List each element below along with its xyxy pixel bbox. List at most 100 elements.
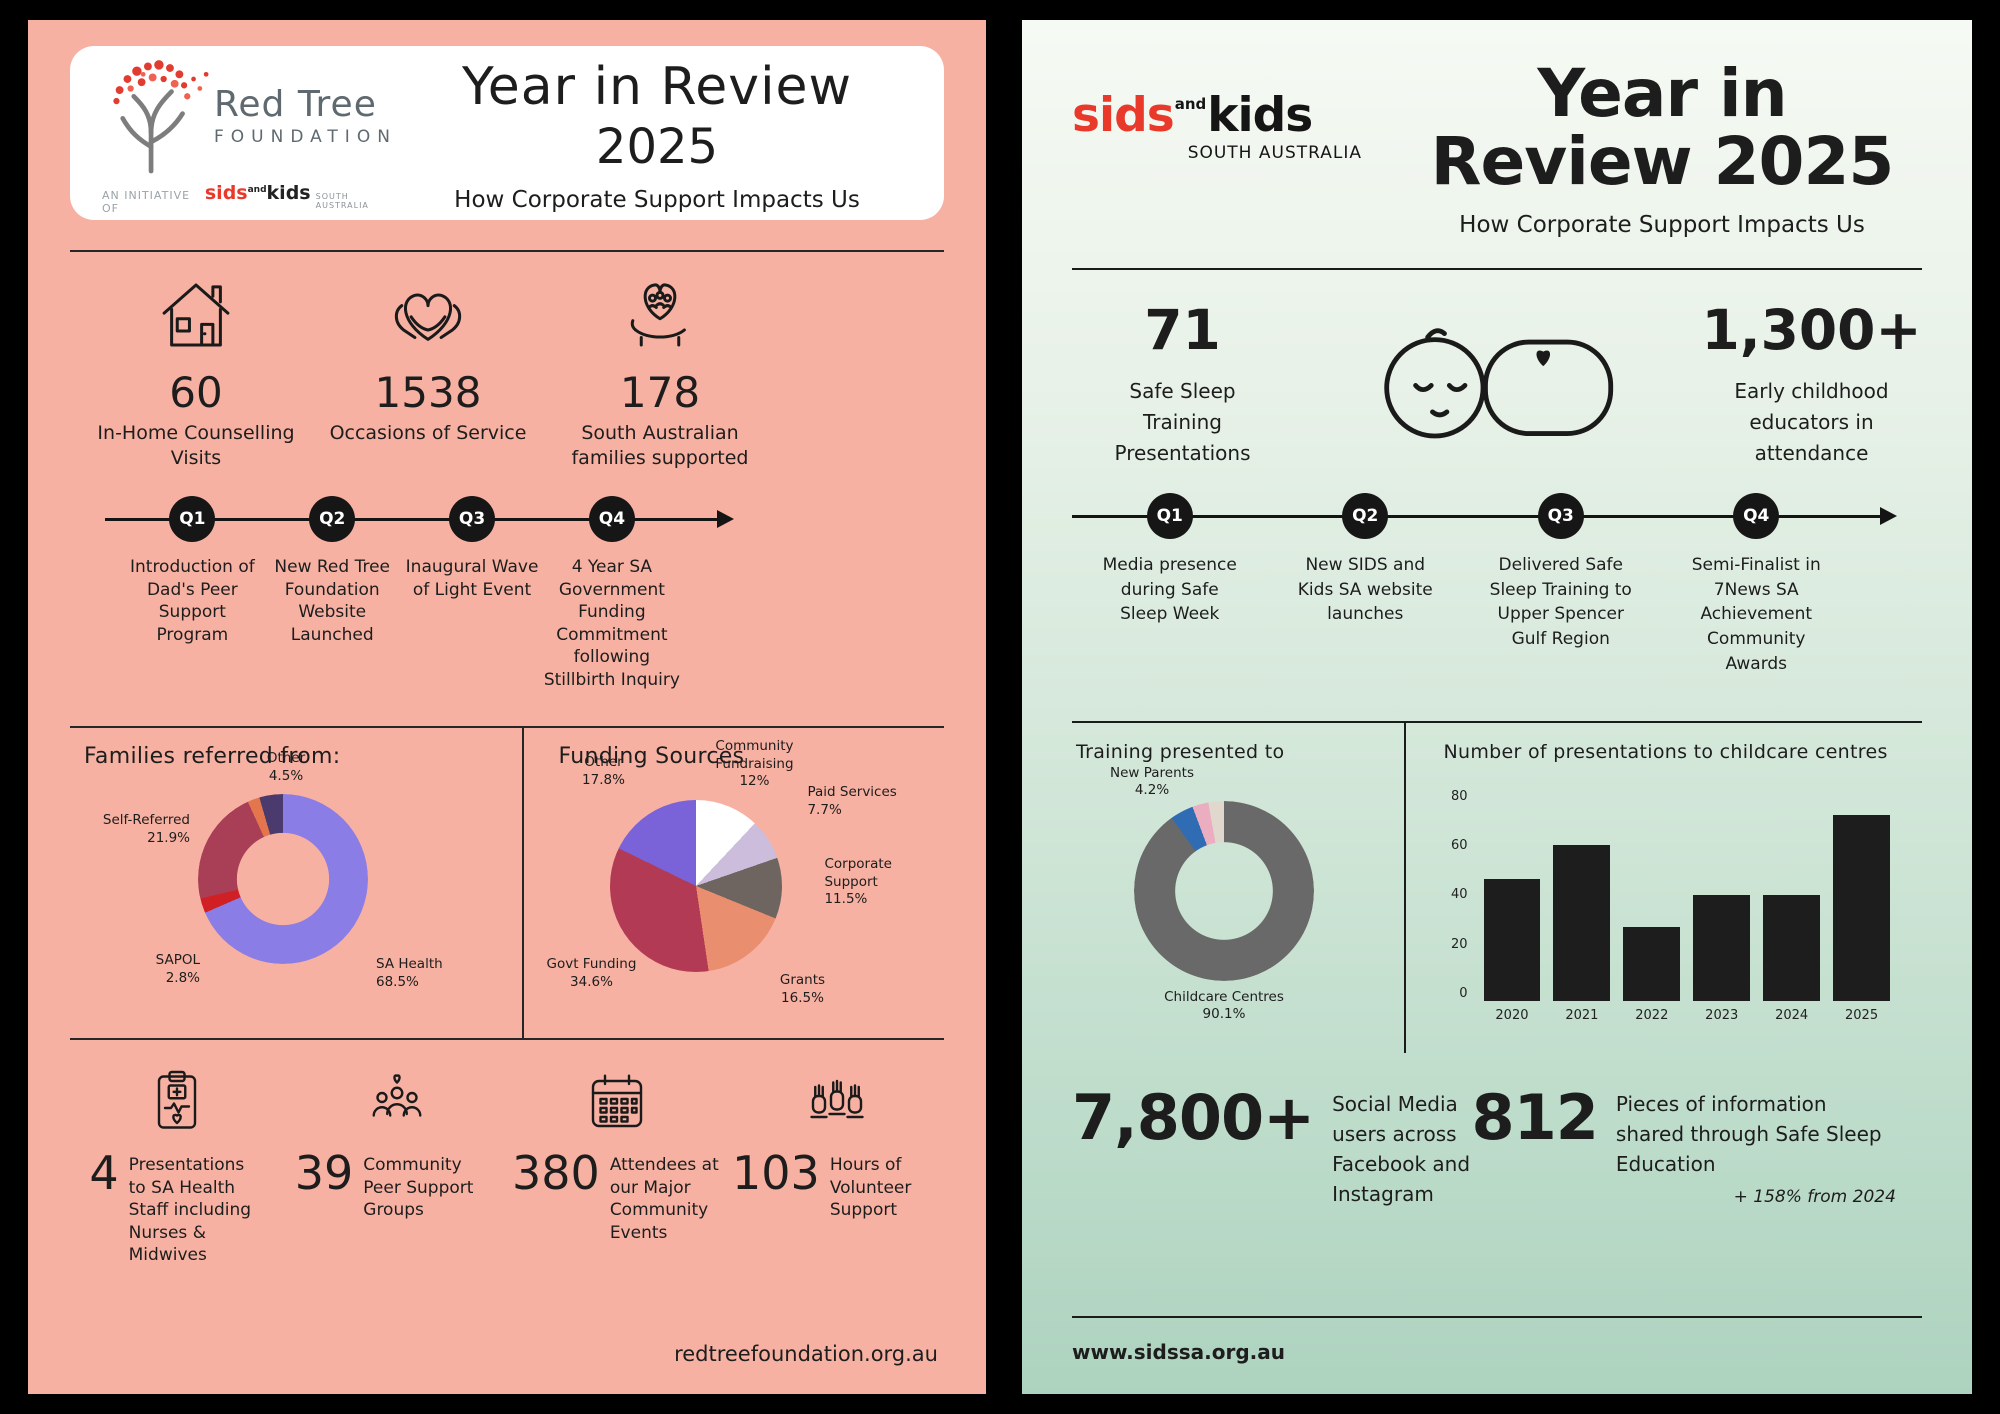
- timeline-dot-q2: Q2: [1342, 492, 1389, 539]
- slice-pct: 2.8%: [165, 969, 200, 986]
- timeline-dot-q4: Q4: [1733, 492, 1780, 539]
- timeline-line: [104, 518, 717, 522]
- initiative-prefix: AN INITIATIVE OF: [102, 188, 191, 215]
- timeline-dot-q2: Q2: [309, 496, 356, 543]
- slice-label-other: Other 17.8%: [568, 754, 638, 789]
- logo-kids: kids: [1207, 88, 1313, 143]
- slice-label-sa-health: SA Health 68.5%: [376, 956, 486, 991]
- slice-pct: 7.7%: [807, 801, 842, 818]
- left-charts-section: Families referred from: Other 4.5% Self-…: [70, 726, 944, 1041]
- slice-name: Self-Referred: [102, 812, 190, 829]
- initiative-kids: kids: [266, 181, 311, 204]
- stat-row: 380 Attendees at our Major Community Eve…: [512, 1150, 722, 1244]
- chart-title-families: Families referred from:: [84, 744, 341, 770]
- timeline-line: [1072, 514, 1880, 518]
- stat-value: 103: [732, 1146, 820, 1201]
- slice-pct: 68.5%: [376, 973, 419, 990]
- timeline-label-q2: New Red Tree Foundation Website Launched: [274, 557, 390, 645]
- right-page-subtitle: How Corporate Support Impacts Us: [1459, 211, 1865, 238]
- timeline-arrow-icon: [716, 510, 734, 529]
- stat-text: Social Media users across Facebook and I…: [1332, 1087, 1471, 1209]
- logo-region: SOUTH AUSTRALIA: [1187, 143, 1362, 163]
- slice-name: SAPOL: [155, 952, 200, 969]
- y-tick-label: 80: [1450, 788, 1468, 804]
- stat-growth-note: + 158% from 2024: [1733, 1186, 1896, 1207]
- stat-label: Occasions of Service: [329, 422, 527, 444]
- slice-label-corporate-support: Corporate Support 11.5%: [824, 856, 936, 909]
- training-presented-donut-chart: [1134, 800, 1314, 981]
- timeline-item-q3: Q3 Inaugural Wave of Light Event: [402, 496, 542, 691]
- raised-hands-icon: [810, 1080, 864, 1119]
- people-group-heart-icon: [372, 1074, 422, 1118]
- house-icon: [162, 283, 230, 347]
- timeline-label-q1: Introduction of Dad's Peer Support Progr…: [129, 557, 255, 645]
- slice-label-paid-services: Paid Services 7.7%: [807, 784, 917, 819]
- bar-2020: [1483, 879, 1541, 1001]
- chart-title-funding: Funding Sources: [558, 744, 745, 770]
- right-timeline: Q1 Media presence during Safe Sleep Week…: [1072, 492, 1922, 705]
- stat-peer-support-groups: 39 Community Peer Support Groups: [292, 1066, 502, 1266]
- logo-sids: sids: [1072, 88, 1175, 143]
- x-tick-label: 2025: [1845, 1007, 1879, 1023]
- timeline-items: Q1 Introduction of Dad's Peer Support Pr…: [122, 496, 681, 691]
- stat-label: Community Peer Support Groups: [363, 1155, 474, 1221]
- logo-brand-subname: FOUNDATION: [214, 127, 397, 147]
- timeline-dot-q3: Q3: [1537, 492, 1584, 539]
- stat-value: 1,300+: [1701, 297, 1922, 362]
- bar-2023: [1693, 894, 1751, 1001]
- timeline-item-q2: Q2 New Red Tree Foundation Website Launc…: [262, 496, 402, 691]
- timeline-dot-q1: Q1: [1146, 492, 1193, 539]
- bar-chart-plot-area: 2020 2021 2022 2023 2024 2025: [1478, 789, 1897, 1023]
- logo-brand-name: Red Tree: [214, 84, 377, 125]
- x-tick-label: 2020: [1495, 1007, 1529, 1023]
- red-tree-logo-text: Red Tree FOUNDATION: [214, 84, 397, 147]
- timeline-label-q4: 4 Year SA Government Funding Commitment …: [543, 557, 680, 690]
- timeline-dot-q4: Q4: [588, 496, 635, 543]
- timeline-dot-q3: Q3: [449, 496, 496, 543]
- sleeping-baby-icon-wrap: [1293, 298, 1701, 458]
- medical-clipboard-icon: [157, 1071, 197, 1130]
- stat-value: 39: [294, 1146, 354, 1201]
- timeline-dot-q1: Q1: [169, 496, 216, 543]
- sids-and-kids-logo: sidsandkids SOUTH AUSTRALIA: [1072, 88, 1362, 163]
- right-divider-top: [1072, 267, 1922, 270]
- slice-pct: 16.5%: [781, 989, 824, 1006]
- left-footer-url[interactable]: redtreefoundation.org.au: [674, 1342, 938, 1366]
- right-footer-divider: [1072, 1316, 1922, 1318]
- timeline-label-q3: Delivered Safe Sleep Training to Upper S…: [1489, 554, 1632, 649]
- y-tick-label: 0: [1459, 985, 1468, 1001]
- right-top-stats: 71 Safe Sleep Training Presentations 1,3…: [1072, 298, 1922, 469]
- right-bottom-stats: 7,800+ Social Media users across Faceboo…: [1072, 1086, 1922, 1209]
- stat-label: Presentations to SA Health Staff includi…: [128, 1155, 252, 1266]
- stat-value: 60: [169, 368, 223, 417]
- stat-families-supported: 178 South Australian families supported: [544, 270, 776, 470]
- stat-row: 103 Hours of Volunteer Support: [732, 1150, 942, 1221]
- right-footer-url[interactable]: www.sidssa.org.au: [1072, 1340, 1285, 1364]
- stat-value: 4: [89, 1146, 119, 1201]
- slice-name: New Parents: [1110, 764, 1194, 781]
- stat-training-presentations: 71 Safe Sleep Training Presentations: [1072, 298, 1293, 469]
- slice-label-new-parents: New Parents 4.2%: [1100, 765, 1204, 800]
- right-header: sidsandkids SOUTH AUSTRALIA Year in Revi…: [1072, 60, 1922, 238]
- stat-label: Social Media users across Facebook and I…: [1332, 1091, 1471, 1206]
- left-title-block: Year in Review 2025 How Corporate Suppor…: [396, 53, 918, 213]
- y-tick-label: 40: [1450, 887, 1468, 903]
- initiative-region: SOUTH AUSTRALIA: [315, 191, 369, 210]
- right-charts-section: Training presented to New Parents 4.2% C…: [1072, 720, 1922, 1053]
- timeline-arrow-icon: [1879, 506, 1897, 525]
- left-bottom-stats: 4 Presentations to SA Health Staff inclu…: [72, 1066, 942, 1266]
- left-page-title-year: 2025: [595, 119, 719, 175]
- funding-sources-pie-chart: [610, 800, 783, 973]
- slice-pct: 90.1%: [1202, 1006, 1246, 1023]
- slice-pct: 4.5%: [268, 767, 304, 784]
- timeline-label-q4: Semi-Finalist in 7News SA Achievement Co…: [1691, 554, 1821, 674]
- right-page-title: Year in Review 2025: [1402, 60, 1922, 196]
- left-header-card: Red Tree FOUNDATION AN INITIATIVE OF sid…: [70, 46, 944, 220]
- red-tree-infographic-panel: Red Tree FOUNDATION AN INITIATIVE OF sid…: [28, 20, 986, 1394]
- slice-pct: 21.9%: [147, 829, 190, 846]
- right-title-block: Year in Review 2025 How Corporate Suppor…: [1362, 60, 1922, 238]
- timeline-item-q1: Q1 Media presence during Safe Sleep Week: [1072, 492, 1268, 676]
- slice-name: Paid Services: [807, 784, 897, 801]
- timeline-label-q2: New SIDS and Kids SA website launches: [1297, 554, 1433, 625]
- hand-holding-family-heart-icon: [630, 283, 686, 347]
